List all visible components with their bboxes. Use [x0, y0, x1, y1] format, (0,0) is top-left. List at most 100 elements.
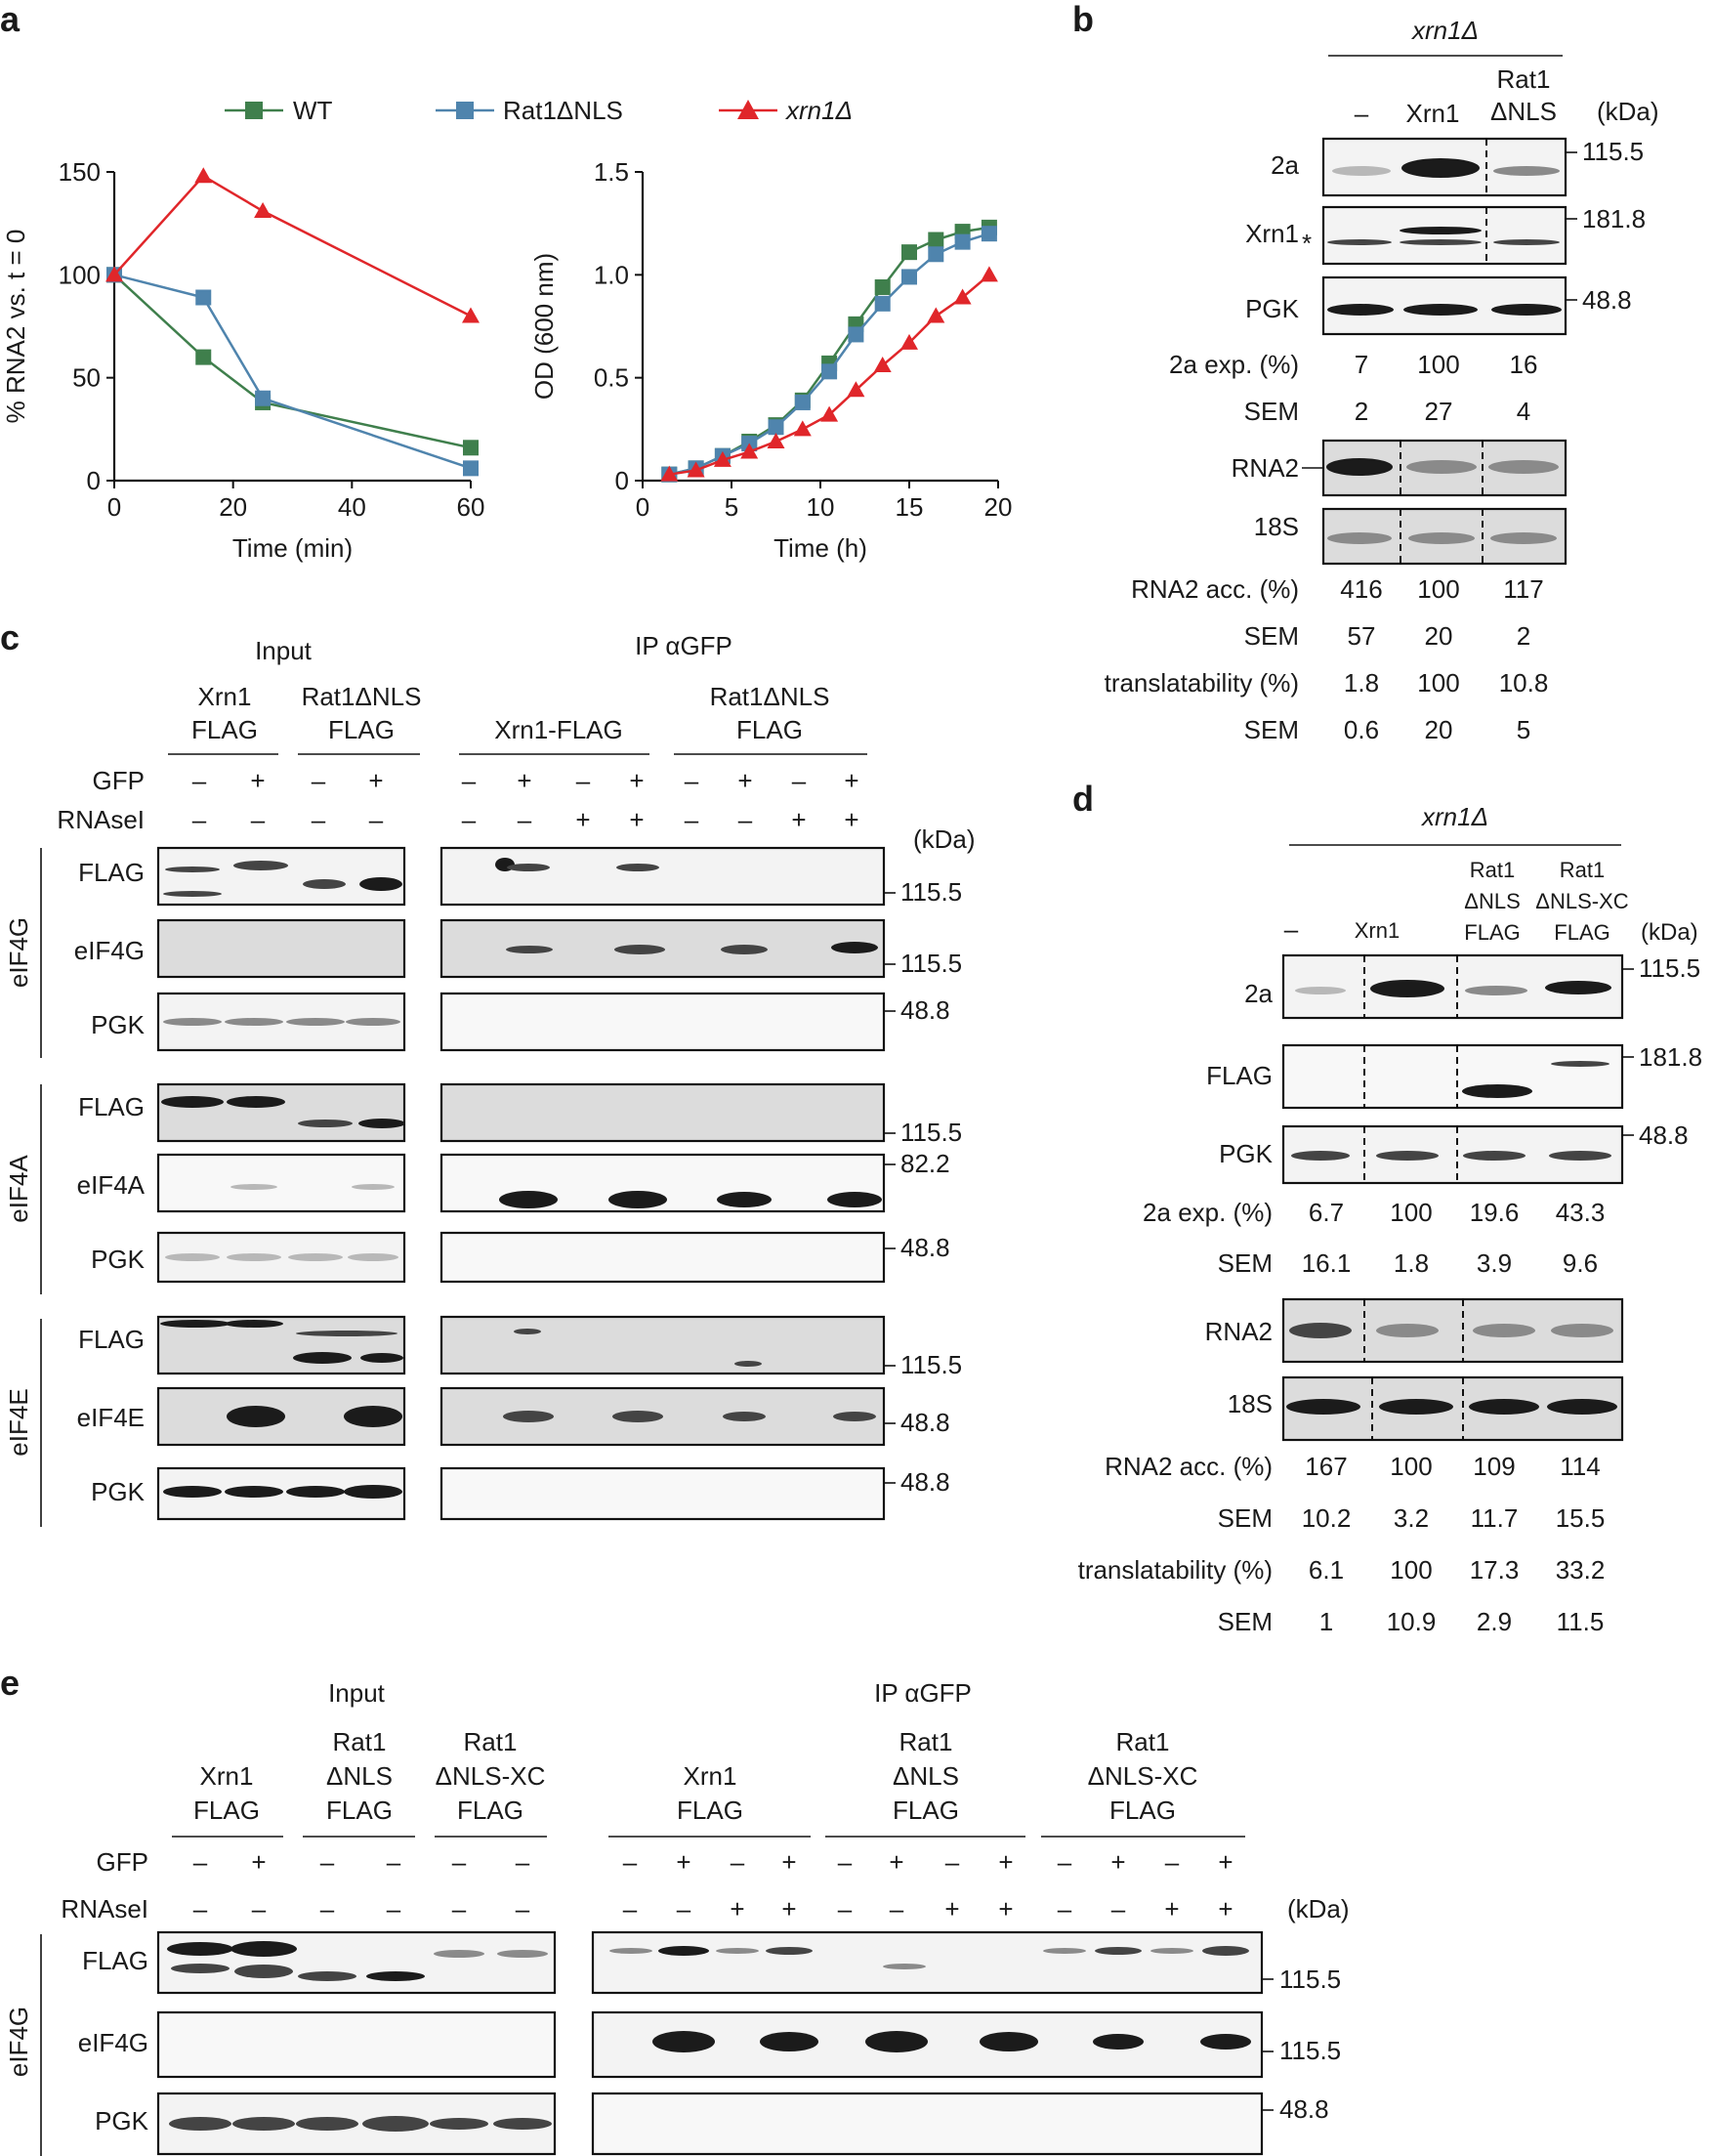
panel-b-row-18s: 18S — [1254, 512, 1299, 541]
panel-c-marker: 82.2 — [900, 1149, 950, 1178]
band — [288, 1253, 343, 1261]
y-tick-label: 150 — [59, 157, 101, 187]
panel-d-marker: 181.8 — [1639, 1042, 1702, 1072]
blot-d-flag — [1281, 1043, 1624, 1110]
panel-label-e: e — [0, 1663, 20, 1703]
band — [1289, 1323, 1352, 1338]
panel-b-stat-value: 20 — [1425, 715, 1453, 744]
panel-c-marker: 48.8 — [900, 1467, 950, 1497]
band — [352, 1184, 395, 1190]
treatment-sign: – — [945, 1847, 960, 1877]
panel-e-marker: 115.5 — [1279, 1965, 1341, 1994]
panel-c-treatment-signs: – + – + – – – – – + – + – + – + – – + + – – + + — [192, 766, 859, 834]
band — [293, 1352, 352, 1364]
treatment-sign: – — [890, 1894, 904, 1923]
panel-d-stat-label: SEM — [1218, 1248, 1273, 1278]
x-tick-label: 40 — [338, 492, 366, 522]
panel-c-ip-title: IP αGFP — [635, 631, 732, 660]
data-point — [847, 381, 865, 398]
treatment-sign: + — [368, 766, 383, 795]
panel-b-row-pgk: PGK — [1245, 294, 1300, 323]
blot-c-ip-flag-4e — [439, 1315, 886, 1375]
panel-b-stat-value: 5 — [1517, 715, 1530, 744]
treatment-sign: – — [452, 1894, 467, 1923]
treatment-sign: – — [312, 805, 326, 834]
treatment-sign: + — [575, 805, 590, 834]
panel-d-col: Rat1 — [1470, 858, 1515, 882]
panel-d-stat-value: 11.7 — [1471, 1503, 1519, 1533]
y-tick-label: 0 — [87, 466, 101, 495]
panel-e-marker: 115.5 — [1279, 2036, 1341, 2065]
data-point — [195, 349, 212, 365]
band — [1150, 1948, 1193, 1954]
band — [346, 1018, 400, 1026]
panel-d-col: Rat1 — [1560, 858, 1605, 882]
treatment-sign: + — [251, 1847, 266, 1877]
panel-c-group: FLAG — [328, 715, 395, 744]
treatment-sign: – — [193, 1894, 208, 1923]
panel-c-row: eIF4E — [77, 1403, 145, 1432]
treatment-sign: – — [623, 1894, 638, 1923]
treatment-sign: + — [781, 1894, 796, 1923]
panel-e-input-group: Rat1 — [333, 1727, 387, 1756]
treatment-sign: – — [738, 805, 753, 834]
treatment-sign: + — [737, 766, 752, 795]
band — [499, 1191, 558, 1208]
panel-c-group: FLAG — [191, 715, 258, 744]
panel-d-marker: 48.8 — [1639, 1120, 1689, 1150]
series-line — [113, 274, 472, 449]
panel-b-marker-1155: 115.5 — [1582, 137, 1644, 166]
panel-e-kda: (kDa) — [1287, 1894, 1350, 1923]
panel-d-stat-value: 100 — [1390, 1555, 1432, 1585]
band — [1545, 981, 1611, 994]
band — [1462, 1084, 1532, 1098]
band — [163, 1486, 222, 1498]
treatment-sign: – — [677, 1894, 691, 1923]
panel-d-col: ΔNLS — [1464, 889, 1521, 913]
treatment-sign: + — [676, 1847, 690, 1877]
panel-d-stat-value: 100 — [1390, 1198, 1432, 1227]
series-line — [113, 274, 472, 470]
x-tick-label: 15 — [896, 492, 924, 522]
band — [1327, 239, 1392, 245]
panel-b-stat-value: 1.8 — [1344, 668, 1379, 698]
treatment-sign: – — [685, 766, 699, 795]
data-point — [927, 307, 945, 323]
legend-rat1-marker — [456, 102, 474, 119]
panel-d-stat-label: translatability (%) — [1078, 1555, 1273, 1585]
band — [344, 1406, 402, 1427]
chart-growth-curve: 0 5 10 15 20 0 0.5 1.0 1.5 Time (h) OD (600 nm) — [529, 157, 1012, 563]
panel-d-stat-value: 1 — [1319, 1607, 1333, 1636]
panel-c-gfp-label: GFP — [93, 766, 145, 795]
treatment-sign: – — [251, 805, 266, 834]
panel-b-stat-value: 2 — [1355, 397, 1368, 426]
band — [503, 1411, 554, 1422]
data-point — [901, 244, 917, 261]
x-axis-label: Time (min) — [232, 533, 353, 563]
treatment-sign: – — [731, 1847, 745, 1877]
panel-d-row: PGK — [1219, 1139, 1274, 1168]
panel-d-col: ΔNLS-XC — [1535, 889, 1628, 913]
blot-e-input-eif4g — [156, 2010, 557, 2079]
panel-b-row-xrn1: Xrn1 — [1245, 219, 1299, 248]
panel-c-group: Xrn1-FLAG — [494, 715, 623, 744]
band — [1403, 304, 1478, 316]
band — [1291, 1151, 1350, 1161]
band — [1469, 1399, 1539, 1415]
panel-e-section: eIF4G — [4, 2007, 33, 2077]
blot-c-ip-pgk-4g — [439, 992, 886, 1052]
treatment-sign: – — [685, 805, 699, 834]
band — [833, 1412, 876, 1421]
panel-b-col-xrn1: Xrn1 — [1406, 99, 1460, 128]
data-point — [954, 233, 971, 250]
panel-e-ip-group: Rat1 — [899, 1727, 953, 1756]
band — [230, 1184, 277, 1190]
band — [1379, 1399, 1453, 1415]
band — [161, 1096, 224, 1108]
band — [303, 879, 346, 889]
panel-c-group: Rat1ΔNLS — [302, 682, 422, 711]
band — [1551, 1324, 1613, 1337]
panel-e-row: FLAG — [82, 1946, 148, 1975]
data-point — [105, 266, 123, 282]
panel-e-ip-group: ΔNLS-XC — [1088, 1761, 1198, 1791]
